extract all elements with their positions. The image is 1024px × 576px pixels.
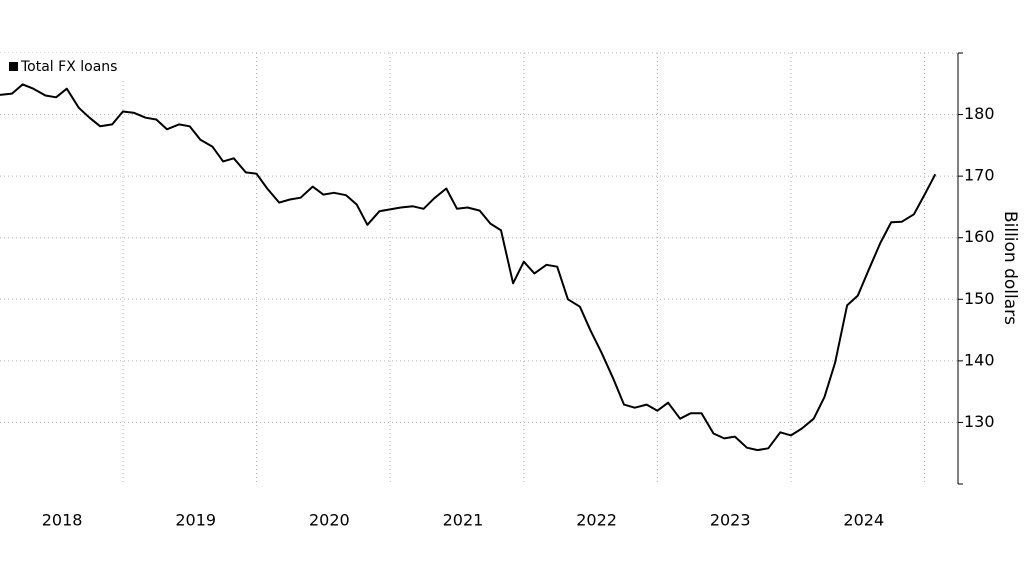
- y-tick-label: 180: [964, 104, 995, 123]
- y-tick-label: 130: [964, 412, 995, 431]
- x-tick-label: 2020: [309, 511, 350, 530]
- legend-label: Total FX loans: [20, 59, 117, 75]
- x-tick-label: 2023: [710, 511, 751, 530]
- y-tick-label: 140: [964, 350, 995, 369]
- y-axis-label: Billion dollars: [1000, 211, 1020, 325]
- x-tick-label: 2024: [843, 511, 884, 530]
- x-tick-label: 2019: [175, 511, 216, 530]
- line: [0, 83, 937, 452]
- x-tick-label: 2018: [42, 511, 83, 530]
- y-tick-label: 170: [964, 166, 995, 185]
- y-tick-label: 160: [964, 227, 995, 246]
- legend-swatch: [9, 62, 18, 71]
- x-tick-label: 2022: [576, 511, 617, 530]
- y-tick-label: 150: [964, 289, 995, 308]
- legend-box: [0, 53, 132, 81]
- x-tick-label: 2021: [443, 511, 484, 530]
